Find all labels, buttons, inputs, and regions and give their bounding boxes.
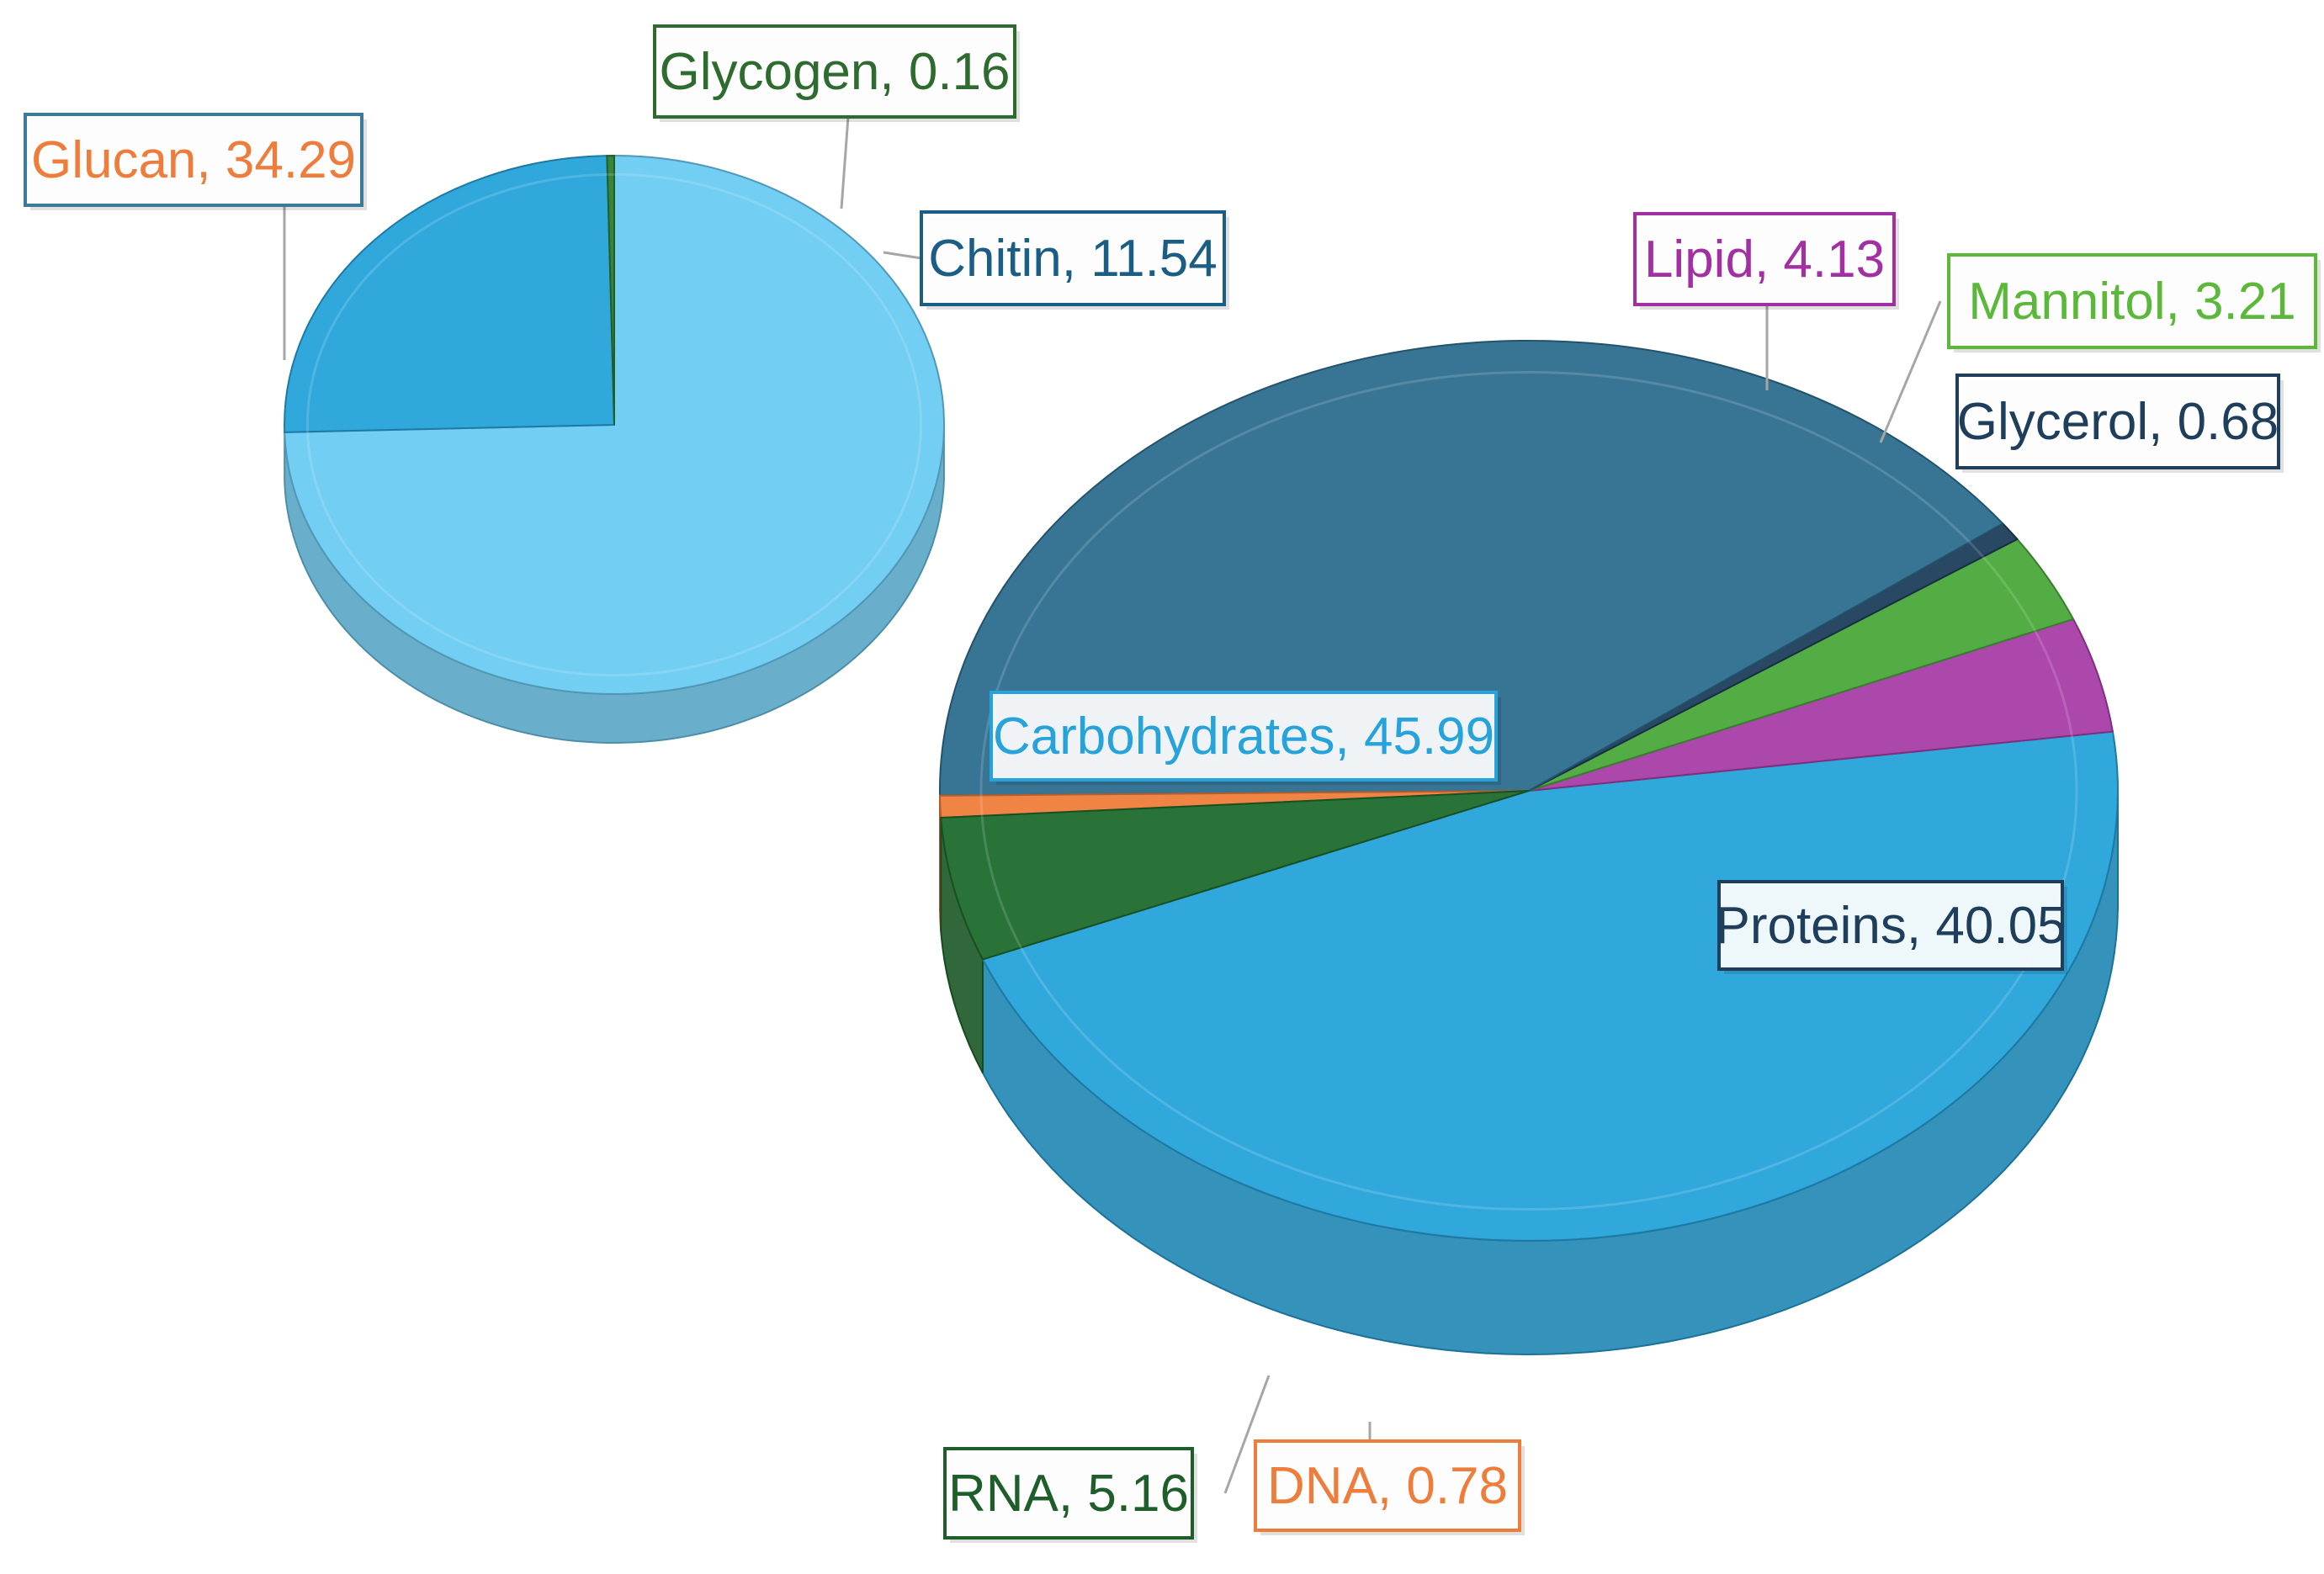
- data-label-separator: ,: [2148, 393, 2177, 451]
- data-label-box: [1633, 212, 1896, 306]
- data-label-chitin: Chitin, 11.54: [883, 210, 1229, 310]
- data-label-box: [1717, 880, 2064, 971]
- data-label-rna: RNA, 5.16: [943, 1375, 1271, 1543]
- data-label-separator: ,: [196, 131, 225, 189]
- data-label-box: [1254, 1439, 1521, 1532]
- pie-chart-1: [284, 154, 945, 745]
- data-label-box: [1947, 253, 2317, 349]
- data-label-text: Glycogen, 0.16: [659, 43, 1010, 101]
- data-label-separator: ,: [1907, 897, 1935, 955]
- data-label-value: 0.68: [2178, 393, 2279, 451]
- slice-rna: [940, 790, 1530, 961]
- data-label-value: 3.21: [2194, 273, 2296, 331]
- data-label-box: [990, 691, 1498, 782]
- data-label-separator: ,: [1062, 230, 1090, 288]
- leader-line-glycogen: [840, 116, 850, 209]
- data-label-text: Proteins, 40.05: [1715, 897, 2066, 955]
- data-label-category: DNA: [1267, 1457, 1378, 1515]
- data-label-category: Glycerol: [1957, 393, 2148, 451]
- slice-glycogen: [606, 154, 615, 426]
- data-label-text: Chitin, 11.54: [928, 230, 1218, 288]
- data-label-value: 5.16: [1087, 1465, 1189, 1523]
- data-labels: Glucan, 34.29 Chitin, 11.54 Glycogen, 0.16…: [24, 24, 2321, 1543]
- data-label-text: Glycerol, 0.68: [1957, 393, 2279, 451]
- data-label-text: DNA, 0.78: [1267, 1457, 1508, 1515]
- data-label-text: RNA, 5.16: [948, 1465, 1189, 1523]
- data-label-box: [653, 24, 1016, 119]
- pie-1-rim: [305, 172, 923, 677]
- data-label-lipid: Lipid, 4.13: [1633, 212, 1899, 390]
- data-label-text: Carbohydrates, 45.99: [993, 708, 1494, 766]
- data-label-box: [1955, 374, 2280, 469]
- data-label-value: 40.05: [1935, 897, 2066, 955]
- data-label-mannitol: Mannitol, 3.21: [1879, 253, 2321, 443]
- data-label-text: Glucan, 34.29: [31, 131, 356, 189]
- data-label-glycerol: Glycerol, 0.68: [1955, 374, 2284, 473]
- data-label-category: Glucan: [31, 131, 196, 189]
- data-label-value: 11.54: [1090, 230, 1218, 288]
- data-label-separator: ,: [1377, 1457, 1406, 1515]
- slice-proteins: [938, 339, 2004, 797]
- pie-chart-2: [938, 339, 2119, 1356]
- data-label-carbohydrates: Carbohydrates, 45.99: [990, 691, 1501, 785]
- data-label-separator: ,: [1754, 231, 1783, 289]
- data-label-separator: ,: [1059, 1465, 1087, 1523]
- data-label-value: 4.13: [1783, 231, 1885, 289]
- data-label-glycogen: Glycogen, 0.16: [653, 24, 1020, 209]
- leader-line-rna: [1223, 1375, 1271, 1494]
- data-label-text: Mannitol, 3.21: [1968, 273, 2295, 331]
- data-label-text: Lipid, 4.13: [1644, 231, 1885, 289]
- data-label-category: Chitin: [928, 230, 1062, 288]
- slice-carbohydrates: [981, 730, 2119, 1242]
- data-label-category: Lipid: [1644, 231, 1754, 289]
- slice-chitin: [284, 155, 616, 433]
- data-label-proteins: Proteins, 40.05: [1715, 880, 2067, 974]
- data-label-box: [24, 113, 363, 207]
- data-label-glucan: Glucan, 34.29: [24, 113, 367, 360]
- data-label-value: 0.78: [1406, 1457, 1508, 1515]
- data-label-category: Proteins: [1715, 897, 1906, 955]
- data-label-category: Carbohydrates: [993, 708, 1335, 766]
- data-label-separator: ,: [1335, 708, 1364, 766]
- data-label-value: 0.16: [909, 43, 1011, 101]
- data-label-box: [943, 1447, 1194, 1540]
- data-label-category: RNA: [948, 1465, 1059, 1523]
- leader-line-chitin: [883, 251, 922, 260]
- data-label-value: 34.29: [226, 131, 356, 189]
- pie-2-rim: [979, 370, 2078, 1211]
- pie-1-slices: [284, 154, 945, 695]
- data-label-category: Glycogen: [659, 43, 879, 101]
- pie-2-slices: [938, 339, 2119, 1242]
- data-label-dna: DNA, 0.78: [1254, 1422, 1525, 1535]
- data-label-box: [920, 210, 1226, 306]
- slice-lipid: [1528, 617, 2114, 792]
- data-label-separator: ,: [2166, 273, 2194, 331]
- leader-line-mannitol: [1879, 300, 1942, 443]
- data-label-value: 45.99: [1364, 708, 1494, 766]
- data-label-separator: ,: [879, 43, 908, 101]
- data-label-category: Mannitol: [1968, 273, 2165, 331]
